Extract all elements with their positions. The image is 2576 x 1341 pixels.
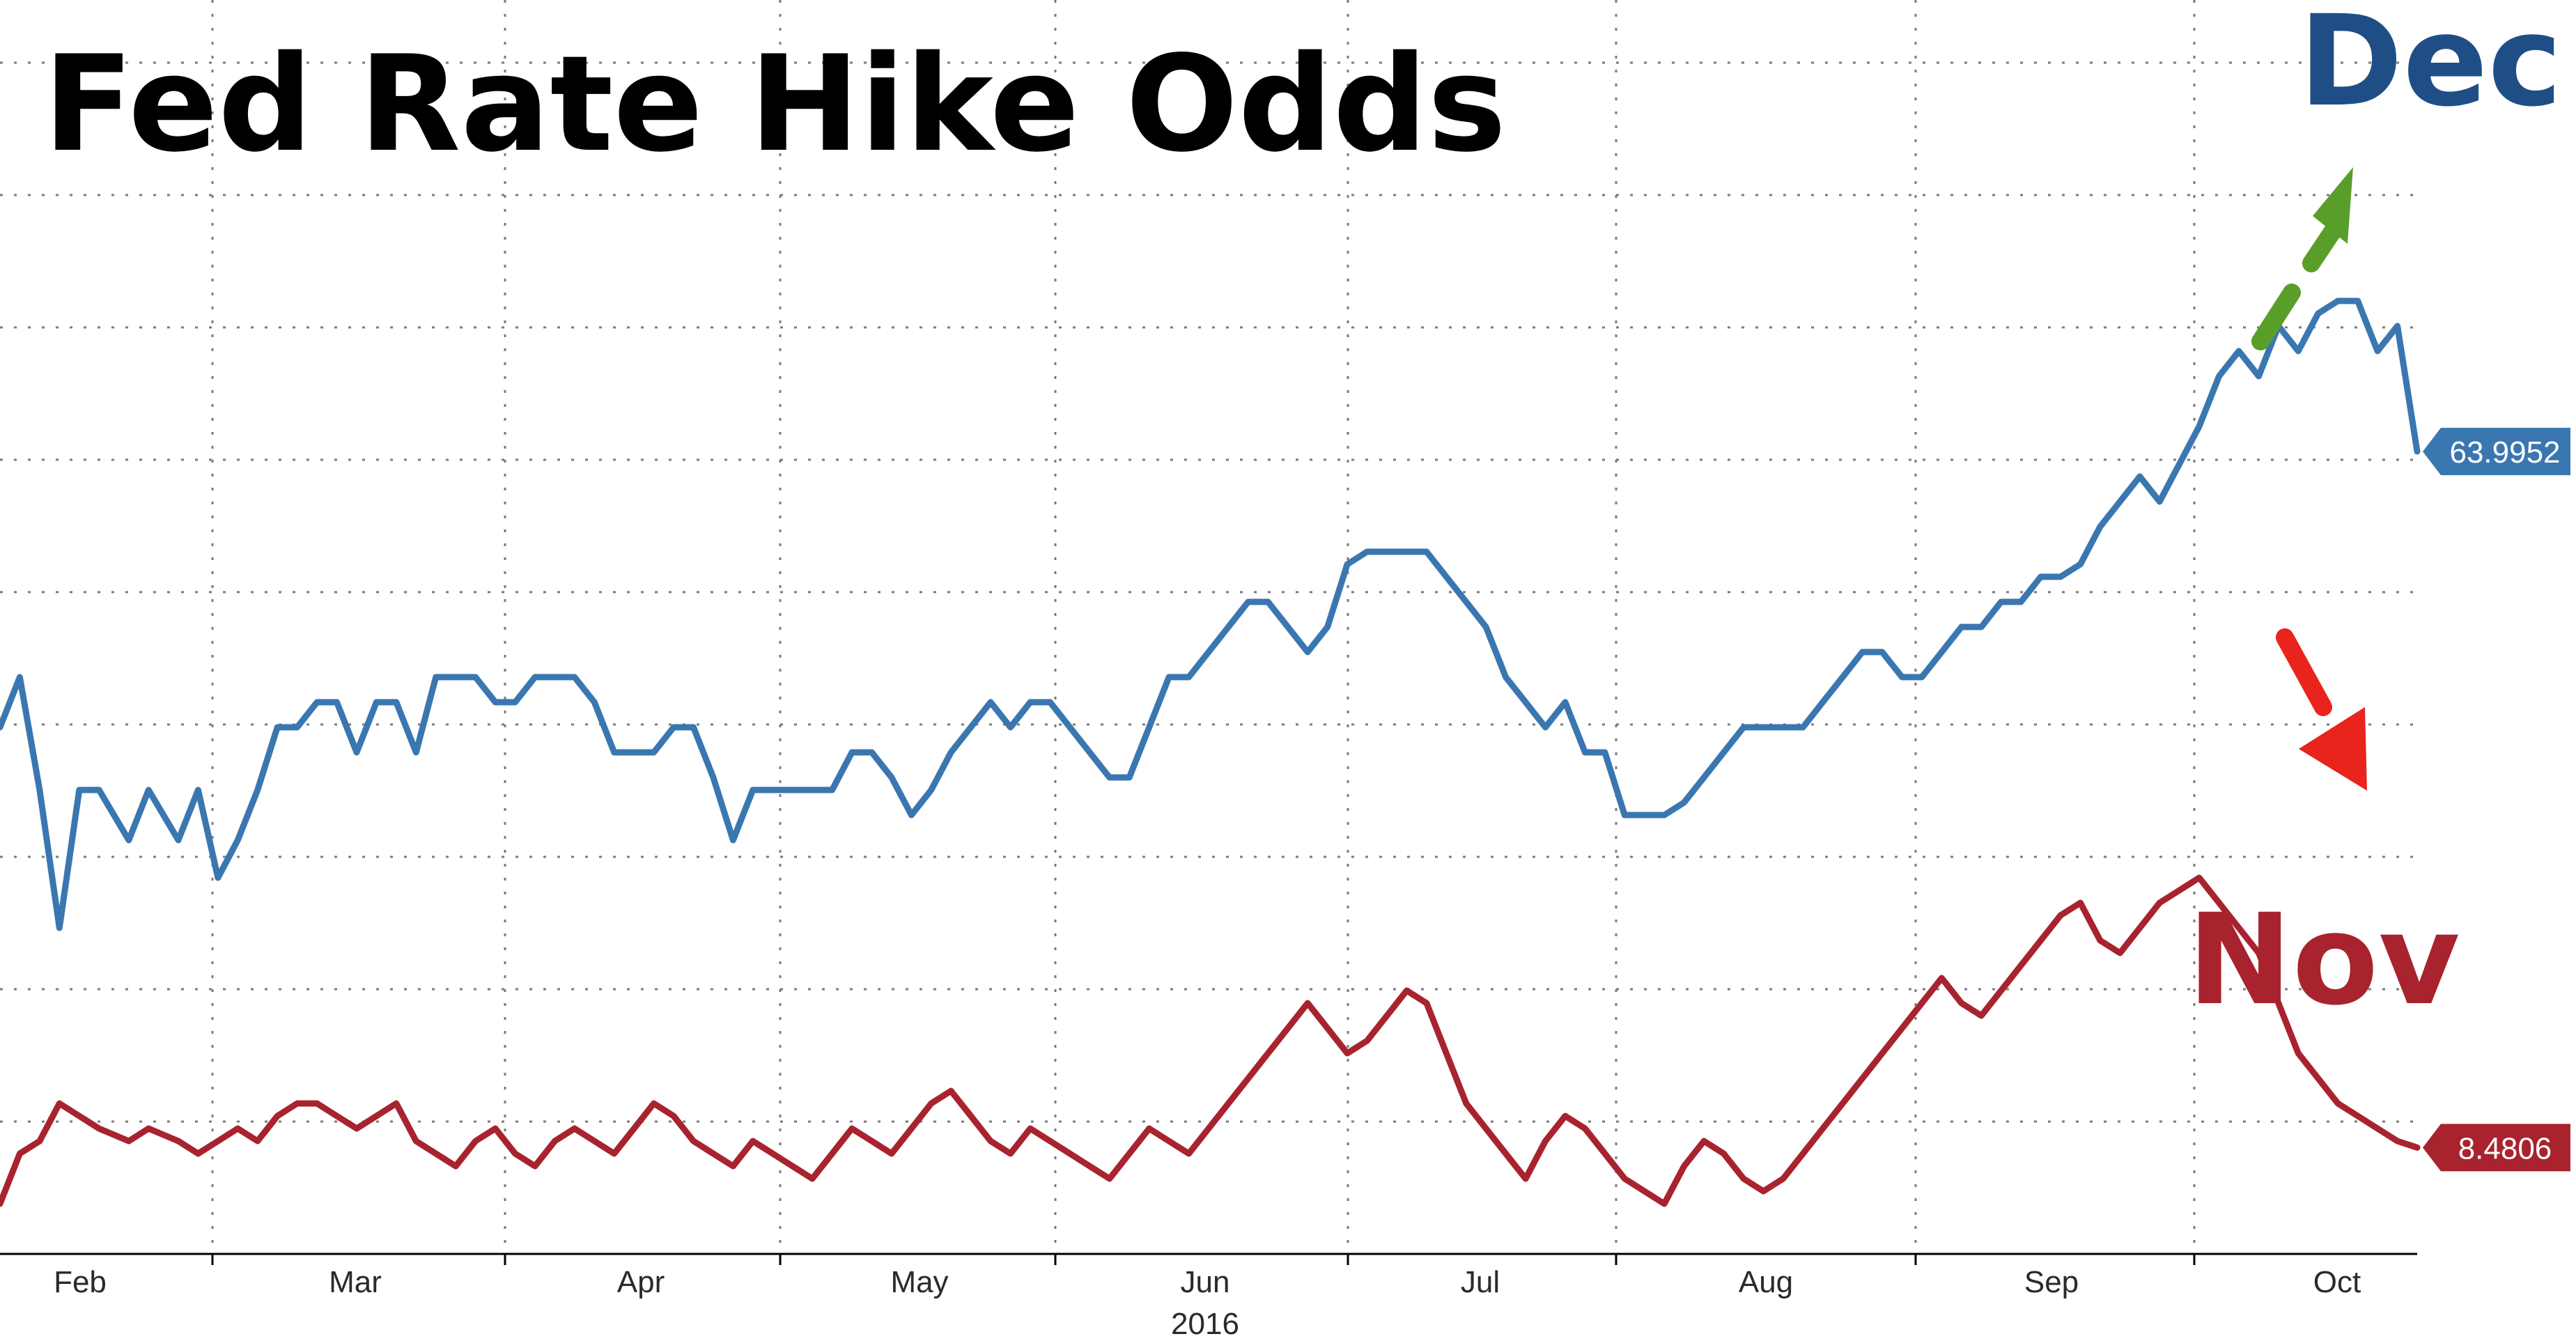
x-tick-label: Sep [2024, 1265, 2079, 1299]
x-tick-label: Jul [1461, 1265, 1500, 1299]
chart-title: Fed Rate Hike Odds [43, 27, 1506, 181]
x-year-label: 2016 [1171, 1307, 1239, 1338]
arrow-red-head [2299, 707, 2367, 791]
x-tick-label: Jun [1181, 1265, 1230, 1299]
arrow-green-head [2313, 167, 2353, 244]
value-tag-dec: 63.9952 [2423, 428, 2570, 476]
arrow-red-shaft [2276, 628, 2332, 716]
series-label-nov: Nov [2187, 887, 2460, 1033]
series-line-nov [0, 874, 2421, 1207]
value-tag-dec-background [2423, 428, 2570, 476]
x-tick-label: Mar [329, 1265, 382, 1299]
series-line-dec [0, 297, 2421, 931]
value-tag-nov: 8.4806 [2423, 1124, 2570, 1172]
annotation-layer [2251, 167, 2367, 791]
series-label-dec: Dec [2299, 0, 2562, 134]
value-tag-dec-text: 63.9952 [2449, 435, 2560, 470]
arrow-green-dash-1 [2251, 284, 2301, 350]
series-layer [0, 297, 2421, 1207]
arrow-green-dash-2 [2302, 221, 2343, 272]
x-tick-label: Feb [54, 1265, 107, 1299]
value-tag-nov-text: 8.4806 [2458, 1131, 2552, 1165]
value-tag-nov-background [2423, 1124, 2570, 1172]
x-tick-label: Apr [617, 1265, 665, 1299]
x-tick-label: Aug [1739, 1265, 1793, 1299]
x-tick-label: May [890, 1265, 948, 1299]
grid-lines [0, 0, 2417, 1254]
x-axis: Feb Mar Apr May Jun Jul Aug Sep Oct 2016 [0, 1253, 2417, 1341]
x-tick-label: Oct [2313, 1265, 2361, 1299]
